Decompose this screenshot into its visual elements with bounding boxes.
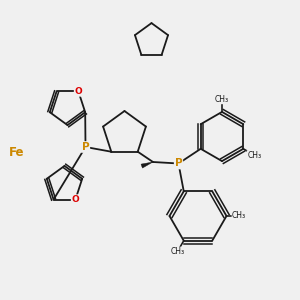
Text: Fe: Fe — [9, 146, 24, 160]
Text: O: O — [72, 195, 79, 204]
Text: P: P — [175, 158, 182, 169]
Text: CH₃: CH₃ — [232, 212, 246, 220]
Text: CH₃: CH₃ — [247, 151, 261, 160]
Text: CH₃: CH₃ — [170, 247, 184, 256]
Text: O: O — [75, 87, 82, 96]
Polygon shape — [141, 162, 153, 168]
Text: CH₃: CH₃ — [215, 95, 229, 104]
Text: P: P — [82, 142, 89, 152]
